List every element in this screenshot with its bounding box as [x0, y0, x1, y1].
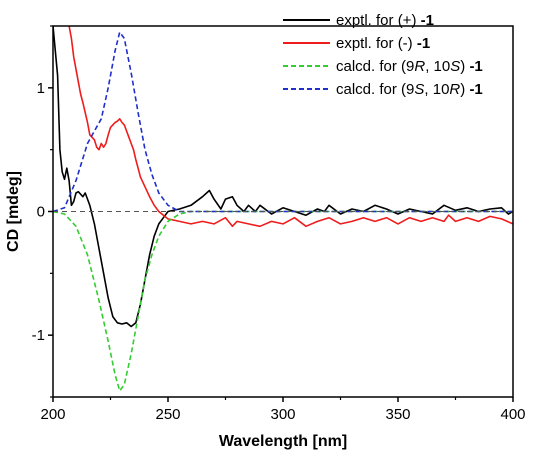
legend-label-1: exptl. for (-) -1	[336, 35, 430, 52]
x-tick-label: 250	[155, 406, 180, 423]
x-tick-label: 300	[270, 406, 295, 423]
y-tick-label: -1	[32, 327, 45, 344]
x-axis-title: Wavelength [nm]	[219, 433, 347, 450]
legend-label-part: calcd. for (9	[336, 58, 414, 75]
x-tick-label: 400	[500, 406, 525, 423]
legend-label-part: -1	[469, 81, 482, 98]
x-tick-label: 200	[40, 406, 65, 423]
y-axis-title: CD [mdeg]	[5, 171, 22, 252]
series-line-1	[68, 26, 513, 228]
y-tick-label: 1	[37, 80, 45, 97]
legend-label-part: exptl. for (+)	[336, 12, 421, 29]
legend-label-part: S	[450, 58, 460, 75]
legend-label-part: )	[460, 81, 469, 98]
series-line-3	[53, 31, 513, 213]
series-layer	[53, 26, 513, 392]
legend-label-part: calcd. for (9	[336, 81, 414, 98]
legend-label-part: , 10	[425, 58, 450, 75]
legend-label-part: )	[460, 58, 469, 75]
series-line-2	[53, 210, 513, 392]
legend-label-part: R	[414, 58, 425, 75]
legend-label-part: S	[414, 81, 424, 98]
y-tick-label: 0	[37, 204, 45, 221]
legend-label-part: -1	[421, 12, 434, 29]
legend-label-part: -1	[417, 35, 430, 52]
legend-label-part: -1	[469, 58, 482, 75]
ticks-layer: 200 250 300 350 400 -1 0 1	[32, 25, 526, 423]
legend-label-part: exptl. for (-)	[336, 35, 417, 52]
legend-label-part: R	[449, 81, 460, 98]
legend-label-3: calcd. for (9S, 10R) -1	[336, 81, 483, 98]
legend-label-2: calcd. for (9R, 10S) -1	[336, 58, 483, 75]
x-tick-label: 350	[385, 406, 410, 423]
legend-label-part: , 10	[424, 81, 449, 98]
legend-label-0: exptl. for (+) -1	[336, 12, 434, 29]
